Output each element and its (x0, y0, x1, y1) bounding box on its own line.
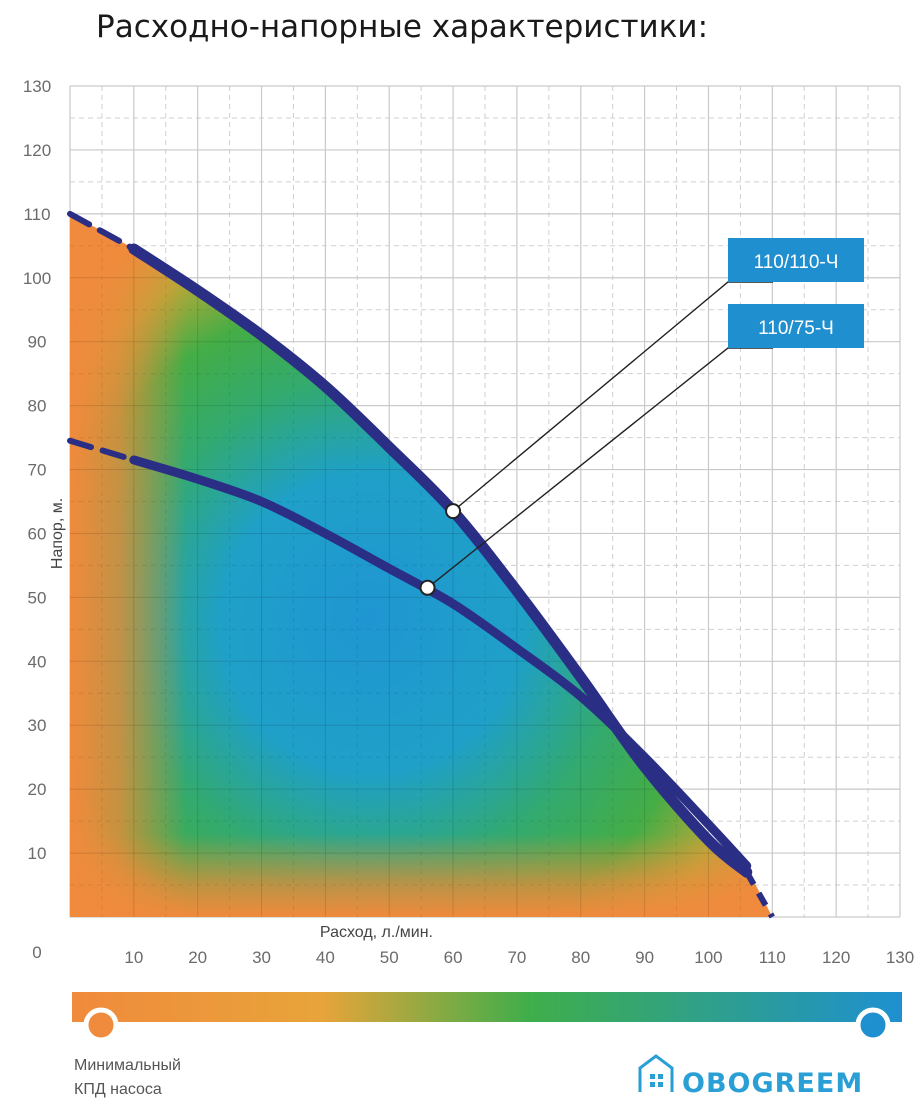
callout-label: 110/75-Ч (758, 318, 834, 339)
y-tick-label: 110 (23, 205, 50, 224)
x-tick-label: 110 (759, 948, 786, 967)
x-tick-label: 100 (694, 948, 722, 967)
y-tick-label: 120 (23, 141, 51, 160)
chart-title: Расходно-напорные характеристики: (96, 9, 708, 45)
y-axis-label: Напор, м. (49, 498, 66, 569)
house-icon (638, 1054, 674, 1092)
y-tick-label: 10 (28, 844, 47, 863)
brand-logo: OBOGREEM (638, 1054, 863, 1099)
series-tail (744, 870, 775, 919)
y-tick-label: 20 (28, 780, 47, 799)
legend-min-dot (83, 1007, 119, 1043)
efficiency-legend: Минимальный КПД насоса (72, 992, 902, 1098)
x-tick-label: 130 (886, 948, 914, 967)
y-tick-label: 70 (28, 461, 47, 480)
x-axis-label: Расход, л./мин. (320, 924, 433, 941)
x-tick-label: 30 (252, 948, 271, 967)
legend-min-label-line2: КПД насоса (74, 1081, 162, 1098)
x-tick-label: 10 (124, 948, 143, 967)
brand-name: OBOGREEM (682, 1068, 863, 1099)
series-callouts: 110/110-Ч 110/75-Ч (419, 238, 864, 596)
callout-box (728, 304, 864, 348)
x-tick-label: 90 (635, 948, 654, 967)
legend-min-label-line1: Минимальный (74, 1057, 181, 1074)
y-tick-label: 130 (23, 77, 51, 96)
callout-label: 110/110-Ч (754, 252, 839, 273)
y-tick-label: 40 (28, 652, 47, 671)
x-tick-label: 60 (444, 948, 463, 967)
series-marker (445, 503, 462, 520)
x-tick-label: 40 (316, 948, 335, 967)
callout-box (728, 238, 864, 282)
x-tick-label: 50 (380, 948, 399, 967)
y-tick-label: 60 (28, 524, 47, 543)
y-tick-label: 0 (32, 943, 41, 962)
x-tick-label: 120 (822, 948, 850, 967)
legend-max-dot (855, 1007, 891, 1043)
x-tick-label: 70 (507, 948, 526, 967)
x-axis-ticks: 10 20 30 40 50 60 70 80 90 100 110 120 130 (124, 948, 914, 967)
y-tick-label: 80 (28, 397, 47, 416)
y-axis-ticks: 0 10 20 30 40 50 60 70 80 90 100 110 120 130 (23, 77, 51, 962)
y-tick-label: 100 (23, 269, 51, 288)
x-tick-label: 80 (571, 948, 590, 967)
series-marker (419, 579, 436, 596)
y-tick-label: 30 (28, 716, 47, 735)
series-1-leadin (67, 437, 137, 463)
y-tick-label: 90 (28, 333, 47, 352)
legend-gradient-bar (72, 992, 902, 1022)
series-1-line (129, 455, 752, 871)
y-tick-label: 50 (28, 588, 47, 607)
x-tick-label: 20 (188, 948, 207, 967)
